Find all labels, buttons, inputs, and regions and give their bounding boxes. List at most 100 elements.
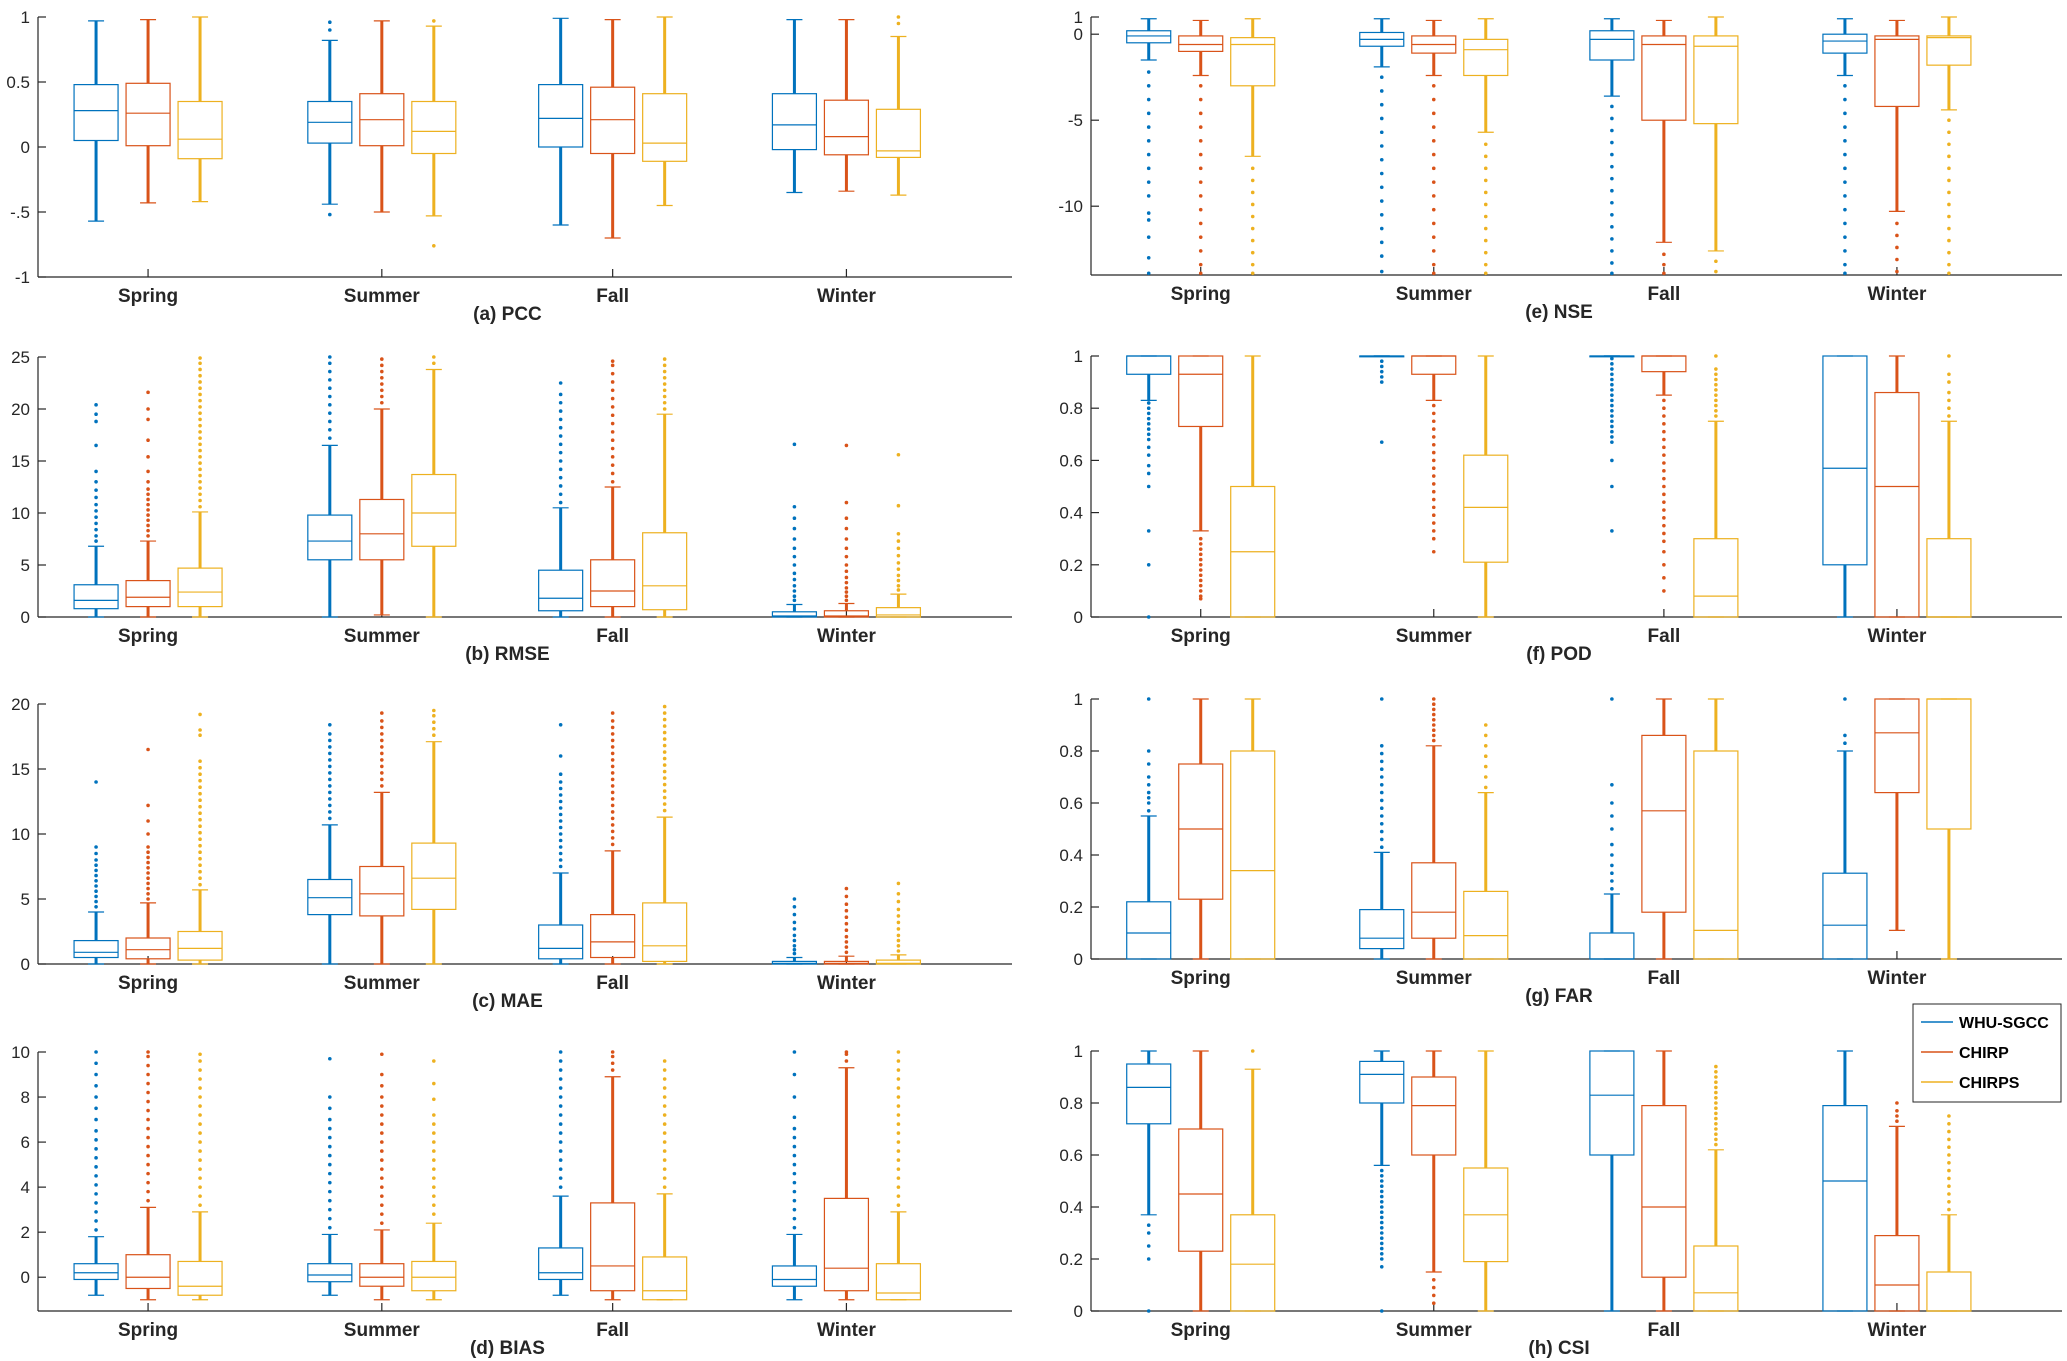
outlier-point bbox=[1947, 406, 1951, 411]
box-whu-sgcc-fall bbox=[1589, 355, 1635, 533]
outlier-point bbox=[1843, 207, 1847, 212]
outlier-point bbox=[1714, 1080, 1718, 1084]
outlier-point bbox=[1431, 442, 1436, 447]
chart-panel-h: 0 0.2 0.4 0.6 0.8 1 Spring Summer Fall Winter (h) … bbox=[1059, 1003, 2062, 1359]
outlier-point bbox=[94, 863, 98, 867]
outlier-point bbox=[662, 1158, 667, 1162]
outlier-point bbox=[1895, 245, 1899, 250]
outlier-point bbox=[1146, 411, 1151, 416]
outlier-point bbox=[1431, 139, 1436, 143]
outlier-point bbox=[380, 738, 384, 743]
outlier-point bbox=[380, 1083, 384, 1088]
box-iqr bbox=[538, 569, 584, 612]
outlier-point bbox=[1379, 89, 1384, 93]
outlier-point bbox=[662, 782, 667, 787]
y-tick-label: 0.2 bbox=[1059, 556, 1083, 575]
outlier-point bbox=[558, 845, 563, 849]
y-tick-label: 0.6 bbox=[1059, 451, 1083, 470]
outlier-point bbox=[792, 504, 797, 509]
outlier-point bbox=[1146, 139, 1151, 143]
outlier-point bbox=[146, 881, 150, 886]
outlier-point bbox=[792, 1072, 797, 1077]
box-chirps-spring bbox=[177, 1052, 223, 1301]
outlier-point bbox=[1379, 440, 1384, 444]
outlier-point bbox=[198, 1077, 202, 1081]
outlier-point bbox=[380, 394, 384, 399]
outlier-point bbox=[1379, 845, 1384, 849]
outlier-point bbox=[844, 537, 849, 541]
outlier-point bbox=[896, 588, 901, 592]
outlier-point bbox=[1610, 356, 1614, 361]
box-iqr bbox=[1926, 1271, 1972, 1312]
box-iqr bbox=[1822, 872, 1868, 960]
outlier-point bbox=[328, 1095, 332, 1099]
box-chirps-fall bbox=[642, 357, 688, 618]
outlier-point bbox=[94, 1174, 98, 1178]
outlier-point bbox=[610, 836, 615, 840]
outlier-point bbox=[792, 1135, 797, 1140]
outlier-point bbox=[328, 411, 332, 415]
outlier-point bbox=[1431, 733, 1436, 738]
outlier-point bbox=[1662, 589, 1666, 593]
y-tick-label: 8 bbox=[21, 1088, 30, 1107]
outlier-point bbox=[94, 403, 98, 407]
outlier-point bbox=[1483, 214, 1488, 219]
outlier-point bbox=[146, 1050, 150, 1054]
outlier-point bbox=[1198, 271, 1203, 276]
outlier-point bbox=[1379, 213, 1384, 217]
box-chirp-winter bbox=[1874, 355, 1920, 618]
box-chirps-winter bbox=[1926, 354, 1972, 618]
outlier-point bbox=[1610, 388, 1614, 392]
outlier-point bbox=[1146, 416, 1151, 421]
outlier-point bbox=[198, 1113, 202, 1117]
outlier-point bbox=[94, 1183, 98, 1187]
outlier-point bbox=[1431, 1278, 1436, 1282]
chart-panel-c: 0 5 10 15 20 Spring Summer Fall Winter (c) MAE bbox=[11, 695, 1012, 1012]
outlier-point bbox=[432, 1203, 436, 1207]
outlier-point bbox=[432, 1212, 436, 1216]
outlier-point bbox=[1610, 164, 1614, 169]
outlier-point bbox=[610, 790, 615, 795]
box-whu-sgcc-winter bbox=[771, 1050, 818, 1301]
outlier-point bbox=[792, 1144, 797, 1149]
outlier-point bbox=[328, 394, 332, 399]
outlier-point bbox=[1146, 97, 1151, 102]
outlier-point bbox=[146, 855, 150, 860]
box-chirps-summer bbox=[1463, 18, 1509, 276]
box-iqr bbox=[1822, 33, 1868, 54]
outlier-point bbox=[94, 858, 98, 862]
outlier-point bbox=[1379, 1236, 1384, 1240]
box-chirp-summer bbox=[1411, 1050, 1457, 1305]
outlier-point bbox=[1379, 130, 1384, 135]
outlier-point bbox=[1610, 827, 1614, 831]
outlier-point bbox=[1198, 594, 1203, 598]
outlier-point bbox=[1146, 401, 1151, 405]
outlier-point bbox=[432, 720, 436, 724]
outlier-point bbox=[198, 728, 202, 732]
y-tick-label: 0.6 bbox=[1059, 1146, 1083, 1165]
outlier-point bbox=[1714, 1085, 1718, 1090]
outlier-point bbox=[94, 502, 98, 507]
outlier-point bbox=[198, 436, 202, 440]
outlier-point bbox=[1947, 1122, 1951, 1126]
outlier-point bbox=[380, 1131, 384, 1135]
outlier-point bbox=[1714, 1122, 1718, 1126]
box-iqr bbox=[1463, 38, 1509, 77]
outlier-point bbox=[1843, 235, 1847, 239]
box-iqr bbox=[590, 86, 636, 155]
outlier-point bbox=[610, 816, 615, 821]
outlier-point bbox=[558, 1149, 563, 1153]
box-chirps-summer bbox=[411, 708, 457, 965]
outlier-point bbox=[558, 772, 563, 776]
outlier-point bbox=[146, 845, 150, 849]
outlier-point bbox=[1146, 427, 1151, 431]
outlier-point bbox=[198, 1131, 202, 1135]
outlier-point bbox=[1610, 213, 1614, 217]
y-tick-label: -5 bbox=[1068, 111, 1083, 130]
outlier-point bbox=[1431, 536, 1436, 541]
outlier-point bbox=[380, 1104, 384, 1108]
outlier-point bbox=[380, 1072, 384, 1077]
outlier-point bbox=[1198, 194, 1203, 198]
outlier-point bbox=[610, 380, 615, 384]
outlier-point bbox=[1947, 1168, 1951, 1173]
